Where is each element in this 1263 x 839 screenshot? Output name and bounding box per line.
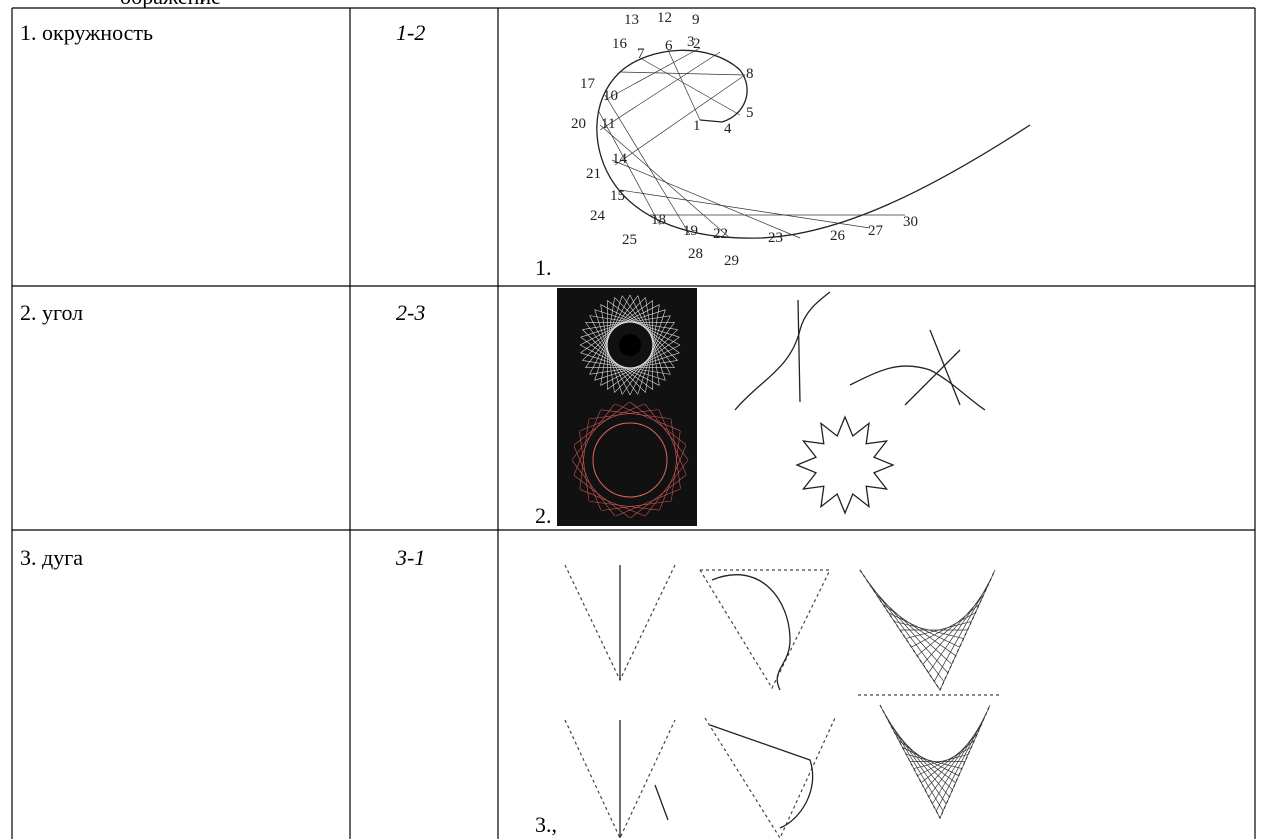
point-label: 6 — [665, 38, 673, 54]
point-label: 13 — [624, 12, 639, 28]
point-label: 23 — [768, 230, 783, 246]
document-page: ображение 1. окружность 1-2 2. угол 2-3 … — [0, 0, 1263, 839]
point-label: 29 — [724, 253, 739, 269]
point-label: 10 — [603, 88, 618, 104]
point-label: 1 — [693, 118, 701, 134]
point-label: 17 — [580, 76, 596, 92]
figure-caption: 3., — [535, 812, 557, 837]
point-label: 22 — [713, 226, 728, 242]
cell-range: 1-2 — [396, 20, 425, 45]
cell-name: 3. дуга — [20, 545, 83, 570]
arc-figure: 3., — [535, 565, 1000, 838]
point-label: 30 — [903, 214, 918, 230]
point-label: 18 — [651, 212, 666, 228]
point-label: 9 — [692, 12, 700, 28]
cell-range: 3-1 — [395, 545, 425, 570]
point-label: 15 — [610, 188, 625, 204]
figure-caption: 1. — [535, 255, 552, 280]
point-label: 3 — [687, 34, 695, 50]
point-label: 4 — [724, 121, 732, 137]
point-label: 11 — [601, 116, 615, 132]
point-label: 26 — [830, 228, 846, 244]
point-label: 16 — [612, 36, 628, 52]
point-label: 7 — [637, 46, 645, 62]
point-label: 21 — [586, 166, 601, 182]
point-label: 20 — [571, 116, 586, 132]
point-label: 25 — [622, 232, 637, 248]
figure-caption: 2. — [535, 503, 552, 528]
point-label: 5 — [746, 105, 754, 121]
point-label: 28 — [688, 246, 703, 262]
angle-figure: 2. — [535, 288, 985, 528]
point-label: 14 — [612, 151, 628, 167]
cell-name: 1. окружность — [20, 20, 153, 45]
cell-name: 2. угол — [20, 300, 83, 325]
point-label: 8 — [746, 66, 754, 82]
point-label: 24 — [590, 208, 606, 224]
cell-range: 2-3 — [396, 300, 425, 325]
point-label: 27 — [868, 223, 884, 239]
point-label: 12 — [657, 10, 672, 26]
point-label: 19 — [683, 223, 698, 239]
